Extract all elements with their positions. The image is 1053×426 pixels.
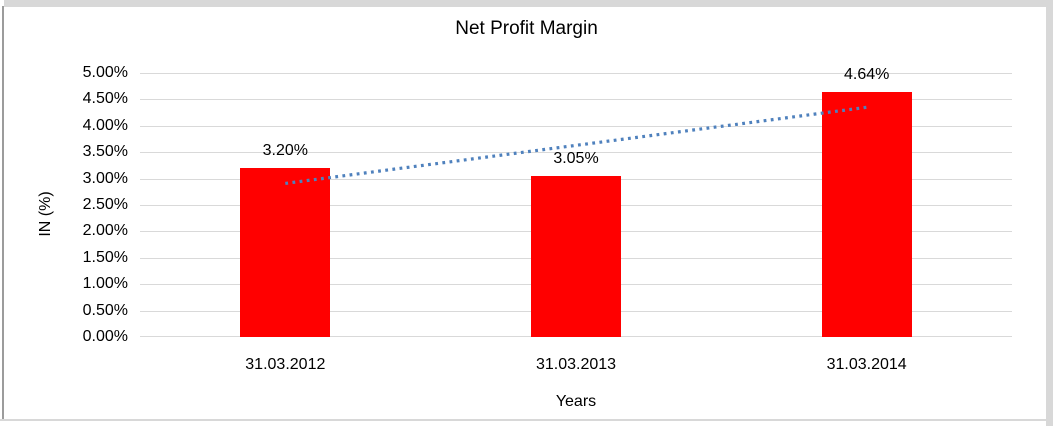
y-axis-tick-label: 2.50% xyxy=(82,196,128,213)
gridline xyxy=(140,126,1012,127)
plot-area: 3.20% 3.05% 4.64% xyxy=(140,66,1012,337)
bar-31.03.2014 xyxy=(821,92,912,337)
data-label: 3.20% xyxy=(262,142,309,160)
y-axis-tick-label: 1.50% xyxy=(82,249,128,266)
frame-border-right xyxy=(1046,0,1053,426)
data-label: 3.05% xyxy=(553,149,599,167)
y-axis-tick-label: 3.50% xyxy=(82,143,128,160)
y-axis-tick-label: 4.00% xyxy=(82,117,128,134)
frame-border-bottom xyxy=(0,419,1046,421)
bar-31.03.2013 xyxy=(531,175,621,337)
x-axis-tick-label: 31.03.2014 xyxy=(826,356,907,373)
x-axis-tick-label: 31.03.2012 xyxy=(245,356,326,373)
gridline xyxy=(140,99,1012,100)
x-axis-tick-label: 31.03.2013 xyxy=(535,356,617,373)
y-axis-tick-label: 4.50% xyxy=(82,90,128,107)
y-axis-tick-label: 1.00% xyxy=(82,275,128,292)
chart-title: Net Profit Margin xyxy=(455,18,598,39)
y-axis-tick-label: 0.50% xyxy=(82,302,128,319)
y-axis-tick-label: 5.00% xyxy=(82,64,128,81)
x-axis-title: Years xyxy=(555,393,597,410)
y-axis-tick-label: 2.00% xyxy=(82,222,128,239)
gridline xyxy=(140,152,1012,153)
bar-31.03.2012 xyxy=(240,168,331,337)
y-axis-tick-label: 0.00% xyxy=(82,328,128,345)
linear-trendline xyxy=(285,105,867,185)
y-axis-title: IN (%) xyxy=(37,191,54,237)
gridline xyxy=(140,73,1012,74)
frame-border-left xyxy=(2,6,4,421)
data-label: 4.64% xyxy=(843,66,890,84)
frame-border-top xyxy=(4,0,1053,7)
y-axis-tick-label: 3.00% xyxy=(82,170,128,187)
trendline xyxy=(285,105,867,185)
